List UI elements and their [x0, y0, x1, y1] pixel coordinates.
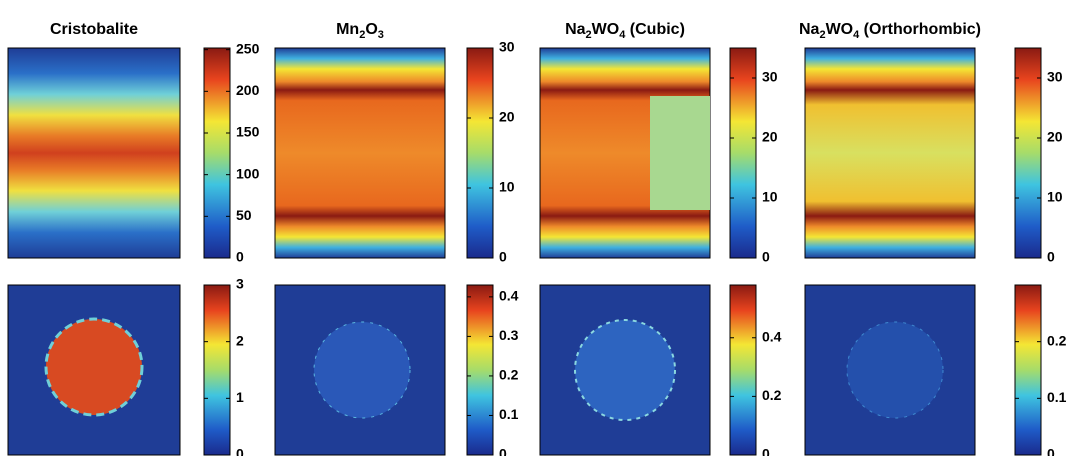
tick-label: 200	[236, 82, 260, 98]
tick-label: 30	[762, 69, 778, 85]
panel-title: Na2WO4 (Cubic)	[565, 21, 685, 41]
map	[7, 47, 181, 259]
map-region	[846, 321, 944, 419]
map	[804, 47, 976, 259]
tick-label: 0.2	[762, 387, 782, 403]
tick-label: 0	[762, 446, 770, 456]
tick-label: 20	[1047, 129, 1063, 145]
panel-title: Cristobalite	[50, 21, 138, 38]
title-part: (Orthorhombic)	[859, 21, 981, 38]
tick-label: 0.2	[1047, 332, 1067, 348]
tick-label: 0.1	[1047, 389, 1067, 405]
title-part: (Cubic)	[625, 21, 685, 38]
colorbar	[729, 47, 757, 259]
tick-label: 10	[762, 189, 778, 205]
colorbar	[466, 47, 494, 259]
tick-label: 3	[236, 276, 244, 292]
colorbar	[1014, 47, 1042, 259]
tick-label: 0.1	[499, 406, 519, 422]
tick-label: 10	[499, 179, 515, 195]
tick-label: 250	[236, 40, 260, 56]
title-part: 3	[378, 29, 384, 41]
title-part: O	[365, 21, 377, 38]
title-part: WO	[592, 21, 620, 38]
tick-label: 30	[1047, 69, 1063, 85]
tick-label: 0	[1047, 446, 1055, 456]
map	[274, 47, 446, 259]
tick-label: 150	[236, 124, 260, 140]
title-part: 2	[359, 29, 365, 41]
tick-label: 50	[236, 207, 252, 223]
tick-label: 0	[762, 249, 770, 265]
title-part: Na	[799, 21, 820, 38]
tick-label: 20	[499, 109, 515, 125]
title-part: Na	[565, 21, 586, 38]
title-part: Cristobalite	[50, 21, 138, 38]
tick-label: 0.4	[762, 328, 782, 344]
tick-label: 100	[236, 165, 260, 181]
tick-label: 0.4	[499, 288, 519, 304]
title-part: Mn	[336, 21, 359, 38]
panel-title: Na2WO4 (Orthorhombic)	[799, 21, 981, 41]
tick-label: 1	[236, 389, 244, 405]
tick-label: 20	[762, 129, 778, 145]
title-part: 2	[819, 29, 825, 41]
title-part: 2	[586, 29, 592, 41]
tick-label: 30	[499, 39, 515, 55]
map-region	[44, 317, 144, 417]
colorbar	[466, 284, 494, 456]
panel-title: Mn2O3	[336, 21, 384, 41]
title-part: 4	[853, 29, 860, 41]
colorbar	[203, 47, 231, 259]
map-region	[313, 321, 411, 419]
tick-label: 0	[236, 249, 244, 265]
colorbar	[203, 284, 231, 456]
tick-label: 0	[236, 446, 244, 456]
tick-label: 0	[499, 249, 507, 265]
colorbar	[729, 284, 757, 456]
title-part: 4	[619, 29, 626, 41]
tick-label: 0	[499, 446, 507, 456]
title-part: WO	[826, 21, 854, 38]
colorbar	[1014, 284, 1042, 456]
tick-label: 0.2	[499, 367, 519, 383]
tick-label: 2	[236, 332, 244, 348]
map-region	[650, 96, 710, 210]
tick-label: 0	[1047, 249, 1055, 265]
tick-label: 10	[1047, 189, 1063, 205]
map-region	[574, 319, 676, 421]
tick-label: 0.3	[499, 327, 519, 343]
